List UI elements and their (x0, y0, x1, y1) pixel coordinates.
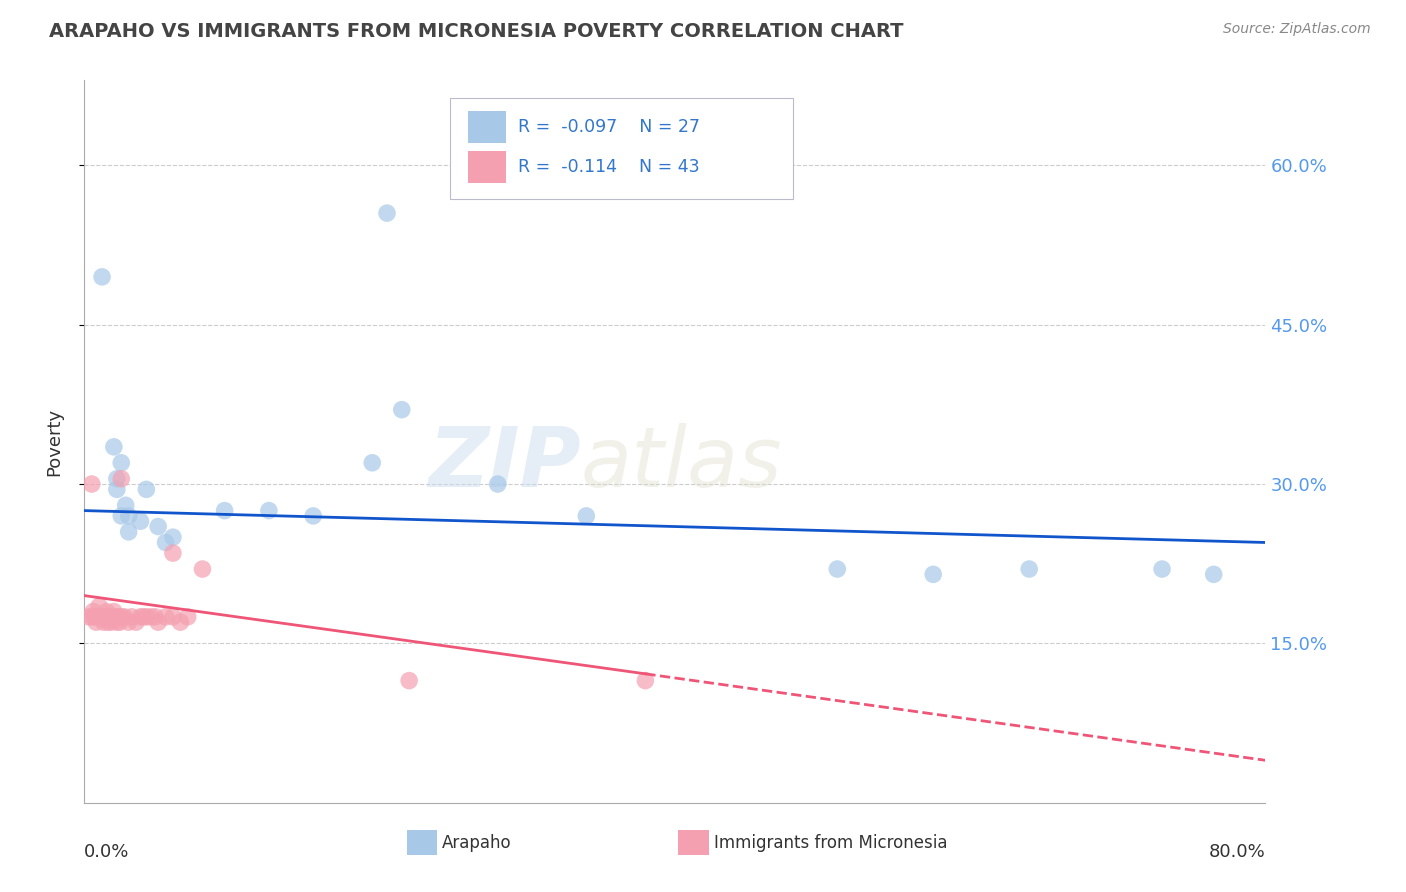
Point (121, 610, 143, 624)
Point (96, 605, 118, 619)
Point (191, 562, 214, 576)
Point (214, 503, 236, 517)
Point (77, 610, 100, 624)
Text: ARAPAHO VS IMMIGRANTS FROM MICRONESIA POVERTY CORRELATION CHART: ARAPAHO VS IMMIGRANTS FROM MICRONESIA PO… (49, 22, 904, 41)
Point (107, 610, 129, 624)
Point (82, 605, 104, 619)
Point (129, 514, 152, 528)
Point (143, 610, 166, 624)
FancyBboxPatch shape (450, 98, 793, 200)
Point (398, 673, 420, 688)
Point (86, 610, 108, 624)
Point (575, 508, 598, 523)
Point (87, 599, 111, 614)
Point (1150, 562, 1173, 576)
Text: atlas: atlas (581, 423, 782, 504)
Point (97, 615, 120, 630)
Point (1202, 567, 1225, 582)
Point (375, 206, 398, 220)
FancyBboxPatch shape (468, 112, 506, 143)
FancyBboxPatch shape (679, 830, 709, 855)
Point (103, 440, 125, 454)
Point (162, 546, 184, 560)
Point (108, 615, 131, 630)
Point (91, 610, 114, 624)
Point (105, 483, 128, 497)
Point (110, 610, 132, 624)
Point (634, 673, 657, 688)
Point (80, 610, 103, 624)
Point (125, 615, 148, 630)
Point (135, 610, 157, 624)
Point (155, 610, 177, 624)
Text: Source: ZipAtlas.com: Source: ZipAtlas.com (1223, 22, 1371, 37)
Point (110, 456, 132, 470)
Point (257, 503, 280, 517)
Point (118, 615, 141, 630)
Point (922, 567, 945, 582)
Point (129, 610, 152, 624)
Point (148, 615, 170, 630)
Point (162, 530, 184, 544)
Point (96, 610, 118, 624)
Point (91, 269, 114, 284)
Point (90, 610, 112, 624)
Point (148, 519, 170, 533)
Point (105, 472, 128, 486)
Point (135, 483, 157, 497)
Text: ZIP: ZIP (427, 423, 581, 504)
Point (391, 402, 413, 417)
Point (94, 610, 117, 624)
Point (110, 472, 132, 486)
Point (118, 524, 141, 539)
Point (110, 508, 132, 523)
Point (1018, 562, 1040, 576)
Point (162, 610, 184, 624)
Point (118, 508, 141, 523)
Point (100, 615, 122, 630)
Y-axis label: Poverty: Poverty (45, 408, 63, 475)
Point (139, 610, 162, 624)
Point (105, 615, 128, 630)
Point (112, 610, 135, 624)
Point (155, 535, 177, 549)
Point (104, 610, 127, 624)
Text: Immigrants from Micronesia: Immigrants from Micronesia (714, 833, 948, 852)
Point (80, 477, 103, 491)
Point (827, 562, 849, 576)
FancyBboxPatch shape (406, 830, 437, 855)
Point (114, 498, 136, 512)
Point (84, 615, 107, 630)
Point (93, 615, 115, 630)
Point (103, 605, 125, 619)
Point (361, 456, 384, 470)
Point (83, 610, 105, 624)
Point (101, 610, 124, 624)
Point (486, 477, 509, 491)
Text: Arapaho: Arapaho (443, 833, 512, 852)
Point (177, 610, 200, 624)
Point (302, 508, 325, 523)
Text: R =  -0.114    N = 43: R = -0.114 N = 43 (517, 158, 699, 176)
Text: 80.0%: 80.0% (1209, 843, 1265, 861)
Point (132, 610, 155, 624)
Text: 0.0%: 0.0% (84, 843, 129, 861)
FancyBboxPatch shape (468, 151, 506, 183)
Point (169, 615, 191, 630)
Point (98, 610, 121, 624)
Text: R =  -0.097    N = 27: R = -0.097 N = 27 (517, 119, 700, 136)
